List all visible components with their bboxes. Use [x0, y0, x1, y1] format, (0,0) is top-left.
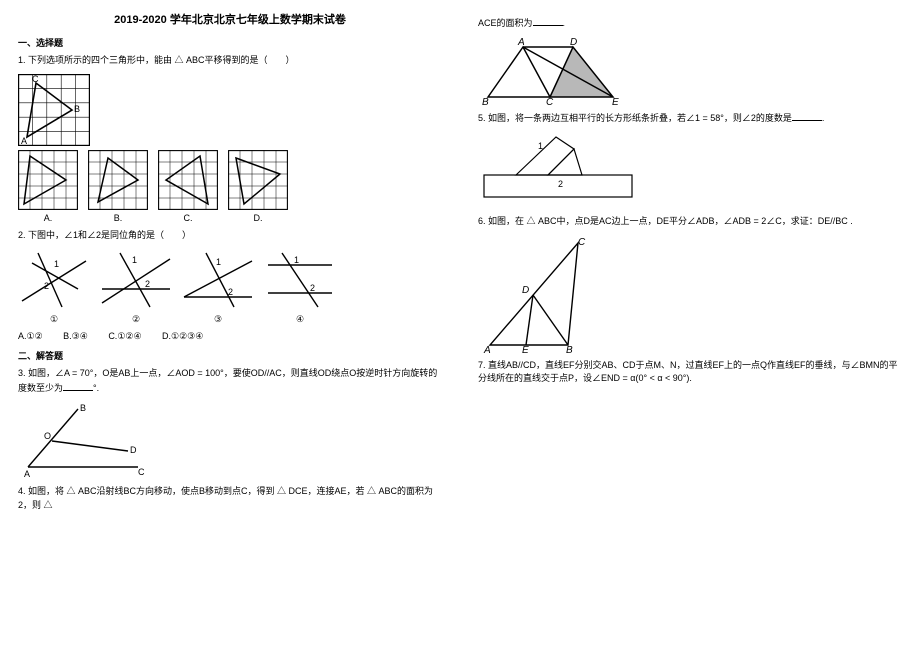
q2-fig3: 1 2 ③ [182, 249, 254, 327]
svg-text:1: 1 [216, 257, 221, 267]
q2-optD: D.①②③④ [162, 331, 203, 341]
right-column: ACE的面积为. A D B C E 5. 如图，将一条两边互相平行的长方形纸条… [460, 0, 920, 651]
q5-figure: 1 2 [478, 131, 638, 211]
q5-prefix: 5. 如图，将一条两边互相平行的长方形纸条折叠，若∠1 = 58°，则∠2的度数… [478, 113, 792, 123]
q5-suffix: . [822, 113, 825, 123]
q2-text: 2. 下图中，∠1和∠2是同位角的是（ ） [18, 229, 442, 243]
svg-text:E: E [522, 345, 529, 355]
q2-optA: A.①② [18, 331, 43, 341]
exam-title: 2019-2020 学年北京北京七年级上数学期末试卷 [18, 12, 442, 29]
svg-text:A: A [24, 469, 30, 479]
q2-c1: ① [18, 313, 90, 327]
q1-optD-label: D. [228, 212, 288, 226]
q3-figure: A B C D O [18, 401, 148, 481]
svg-text:1: 1 [294, 255, 299, 265]
q2-optC: C.①②④ [108, 331, 141, 341]
q4-cont: ACE的面积为. [478, 16, 902, 31]
q1-optB-fig [88, 150, 148, 210]
q4c-blank [533, 16, 563, 26]
q2-c2: ② [100, 313, 172, 327]
q4-text: 4. 如图，将 △ ABC沿射线BC方向移动，使点B移动到点C，得到 △ DCE… [18, 485, 442, 512]
svg-text:2: 2 [558, 179, 563, 189]
q2-fig1: 1 2 ① [18, 249, 90, 327]
svg-text:2: 2 [228, 287, 233, 297]
q5: 5. 如图，将一条两边互相平行的长方形纸条折叠，若∠1 = 58°，则∠2的度数… [478, 111, 902, 126]
q7-text: 7. 直线AB//CD，直线EF分别交AB、CD于点M、N，过直线EF上的一点Q… [478, 359, 902, 386]
q1-opt-B: B. [88, 150, 148, 226]
q3-suffix: °. [93, 383, 99, 393]
svg-text:C: C [138, 467, 145, 477]
svg-text:O: O [44, 431, 51, 441]
q2-c4: ④ [264, 313, 336, 327]
q1-optA-fig [18, 150, 78, 210]
svg-text:A: A [483, 345, 491, 355]
left-column: 2019-2020 学年北京北京七年级上数学期末试卷 一、选择题 1. 下列选项… [0, 0, 460, 651]
section-choice: 一、选择题 [18, 37, 442, 51]
q4c-prefix: ACE的面积为 [478, 18, 533, 28]
q1-label-B: B [74, 104, 80, 114]
svg-text:B: B [80, 403, 86, 413]
q1-label-C: C [32, 74, 39, 84]
svg-text:1: 1 [538, 141, 543, 151]
svg-text:C: C [546, 97, 554, 107]
q1-opt-A: A. [18, 150, 78, 226]
q2-fig4: 1 2 ④ [264, 249, 336, 327]
q3: 3. 如图，∠A = 70°，O是AB上一点，∠AOD = 100°，要使OD/… [18, 367, 442, 395]
q3-blank [63, 381, 93, 391]
svg-text:B: B [566, 345, 573, 355]
svg-text:E: E [612, 97, 619, 107]
svg-text:A: A [517, 37, 525, 48]
q2-options: A.①② B.③④ C.①②④ D.①②③④ [18, 330, 442, 344]
q5-blank [792, 111, 822, 121]
svg-text:D: D [570, 37, 577, 48]
section-answer: 二、解答题 [18, 350, 442, 364]
q1-opt-D: D. [228, 150, 288, 226]
svg-text:C: C [578, 237, 586, 248]
q4c-suffix: . [563, 18, 566, 28]
svg-text:D: D [130, 445, 137, 455]
q2-figs-row: 1 2 ① 1 2 ② 1 [18, 249, 442, 327]
q1-text: 1. 下列选项所示的四个三角形中，能由 △ ABC平移得到的是（ ） [18, 54, 442, 68]
q2-optB: B.③④ [63, 331, 88, 341]
q6-text: 6. 如图，在 △ ABC中，点D是AC边上一点，DE平分∠ADB，∠ADB =… [478, 215, 902, 229]
svg-text:2: 2 [44, 281, 49, 291]
q6-figure: C D A E B [478, 235, 608, 355]
q1-opt-C: C. [158, 150, 218, 226]
svg-text:1: 1 [54, 259, 59, 269]
q1-optD-fig [228, 150, 288, 210]
q1-optC-fig [158, 150, 218, 210]
q1-options-row: A. B. [18, 150, 442, 226]
svg-text:2: 2 [310, 283, 315, 293]
q2-c3: ③ [182, 313, 254, 327]
q1-main-figure: A B C [18, 74, 90, 146]
q1-optB-label: B. [88, 212, 148, 226]
svg-text:1: 1 [132, 255, 137, 265]
q1-label-A: A [21, 136, 27, 146]
q4-figure: A D B C E [478, 37, 628, 107]
svg-text:D: D [522, 285, 529, 296]
q1-optC-label: C. [158, 212, 218, 226]
q2-fig2: 1 2 ② [100, 249, 172, 327]
svg-text:B: B [482, 97, 489, 107]
q1-optA-label: A. [18, 212, 78, 226]
svg-text:2: 2 [145, 279, 150, 289]
